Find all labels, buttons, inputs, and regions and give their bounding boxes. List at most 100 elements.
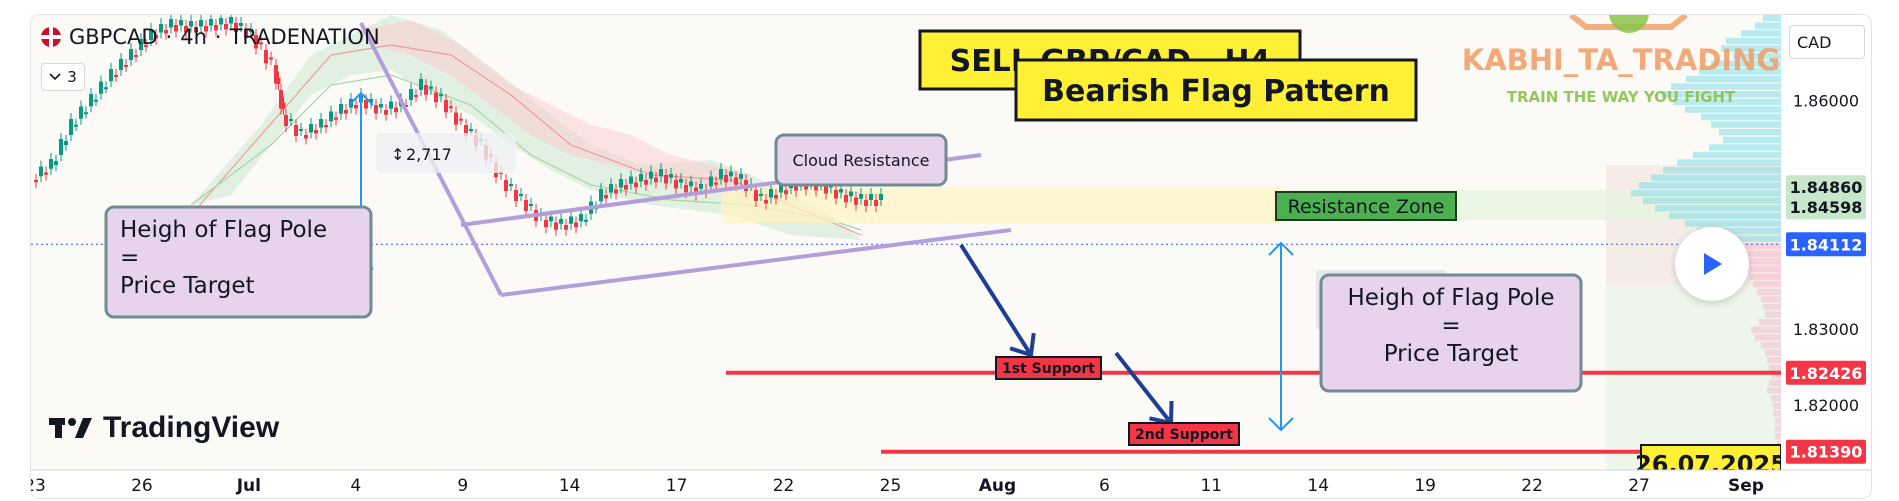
measure-label-box	[376, 133, 516, 173]
volume-profile-bar	[1699, 68, 1781, 75]
candle-body	[259, 42, 263, 45]
volume-profile-bar	[1711, 121, 1781, 128]
volume-profile-bar	[1771, 395, 1781, 402]
candle-body	[219, 18, 223, 25]
candle-body	[199, 20, 203, 27]
candle-body	[314, 130, 318, 134]
candle-body	[529, 204, 533, 206]
volume-profile-bar	[1643, 197, 1781, 204]
volume-profile-bar	[1749, 273, 1781, 280]
flag-pole-note-left-line: =	[120, 245, 139, 271]
uk-flag-icon	[41, 27, 61, 47]
candle-body	[64, 141, 68, 145]
candle-body	[44, 172, 48, 175]
time-axis-bg	[31, 470, 1871, 498]
candle-body	[834, 190, 838, 199]
ichimoku-cloud	[190, 15, 862, 240]
candle-body	[239, 23, 243, 26]
volume-profile-bar	[1763, 15, 1781, 22]
candle-body	[429, 86, 433, 89]
candle-body	[419, 79, 423, 90]
time-tick: 27	[1628, 476, 1650, 496]
candle-body	[514, 190, 518, 201]
down-arrow-2	[1114, 351, 1173, 425]
candle-body	[374, 105, 378, 114]
candle-body	[89, 94, 93, 107]
candle-body	[814, 184, 818, 191]
currency-select[interactable]: CAD	[1789, 25, 1865, 59]
volume-profile-bar	[1631, 189, 1781, 197]
brand-watermark: KABHI_TA_TRADING	[1462, 43, 1781, 77]
candle-body	[849, 191, 853, 197]
volume-profile-bar	[1663, 167, 1781, 174]
price-tick: 1.83000	[1793, 320, 1859, 339]
candle-body	[324, 125, 328, 128]
volume-profile-bar	[1773, 402, 1781, 410]
candle-body	[724, 175, 728, 183]
measure-arrow-right-head-bottom	[1268, 417, 1294, 432]
pattern-label-box	[1014, 58, 1418, 122]
candle-body	[439, 94, 443, 97]
candle-body	[139, 39, 143, 50]
support-2-label: 2nd Support	[1135, 427, 1233, 443]
candle-body	[469, 129, 473, 131]
candle-body	[59, 139, 63, 155]
candle-body	[354, 105, 358, 109]
candle-body	[639, 174, 643, 182]
candle-body	[459, 118, 463, 121]
time-tick: Jul	[236, 476, 261, 496]
volume-profile-bar	[1669, 212, 1781, 220]
candle-body	[99, 81, 103, 94]
candle-body	[384, 110, 388, 115]
cloud-resistance-label: Cloud Resistance	[792, 151, 929, 170]
volume-profile-bar	[1771, 372, 1781, 379]
candle-body	[179, 20, 183, 26]
candle-body	[584, 219, 588, 222]
price-chart[interactable]: 2,717↕ Cloud Resistance Resistance Zone 1st…	[31, 15, 1871, 498]
volume-profile-bar	[1757, 288, 1781, 296]
volume-profile-bar	[1767, 357, 1781, 364]
measure-icon: ↕	[391, 145, 404, 164]
candle-body	[279, 90, 283, 109]
candle-body	[104, 87, 108, 90]
price-label-s1-text: 1.82426	[1790, 364, 1863, 383]
volume-profile-bar	[1719, 129, 1781, 136]
volume-profile-bar	[1651, 174, 1781, 182]
price-tick: 1.82000	[1793, 396, 1859, 415]
candle-body	[309, 124, 313, 133]
candle-body	[159, 24, 163, 33]
candle-body	[879, 194, 883, 200]
candle-body	[329, 111, 333, 122]
indicators-toggle[interactable]: 3	[41, 63, 85, 91]
candle-body	[184, 26, 188, 33]
candle-body	[294, 125, 298, 136]
volume-profile-bar	[1775, 433, 1781, 440]
candle-body	[599, 189, 603, 202]
volume-profile-bar	[1726, 37, 1781, 45]
time-tick: 11	[1200, 476, 1222, 496]
price-label-r2	[1786, 195, 1866, 220]
candle-body	[764, 200, 768, 204]
volume-profile-bar	[1769, 379, 1781, 387]
volume-profile-bar	[1761, 296, 1781, 303]
candle-body	[464, 125, 468, 136]
tradingview-logo[interactable]: TradingView	[49, 411, 279, 445]
candle-body	[434, 92, 438, 103]
price-label-current-text: 1.84112	[1790, 235, 1863, 254]
time-tick: 23	[31, 476, 46, 496]
volume-profile-bar	[1765, 311, 1781, 318]
price-tick: 1.86000	[1793, 91, 1859, 110]
time-tick: 14	[1307, 476, 1329, 496]
symbol-header[interactable]: GBPCAD · 4h · TRADENATION	[41, 25, 380, 49]
candle-body	[204, 26, 208, 32]
indicator-count: 3	[67, 68, 77, 86]
candle-body	[689, 181, 693, 187]
candle-body	[659, 169, 663, 177]
volume-profile-bar	[1655, 205, 1781, 212]
play-button[interactable]	[1675, 227, 1749, 301]
candle-body	[224, 24, 228, 30]
candle-body	[664, 175, 668, 184]
support-1-label: 1st Support	[1002, 361, 1095, 377]
candle-body	[769, 189, 773, 198]
